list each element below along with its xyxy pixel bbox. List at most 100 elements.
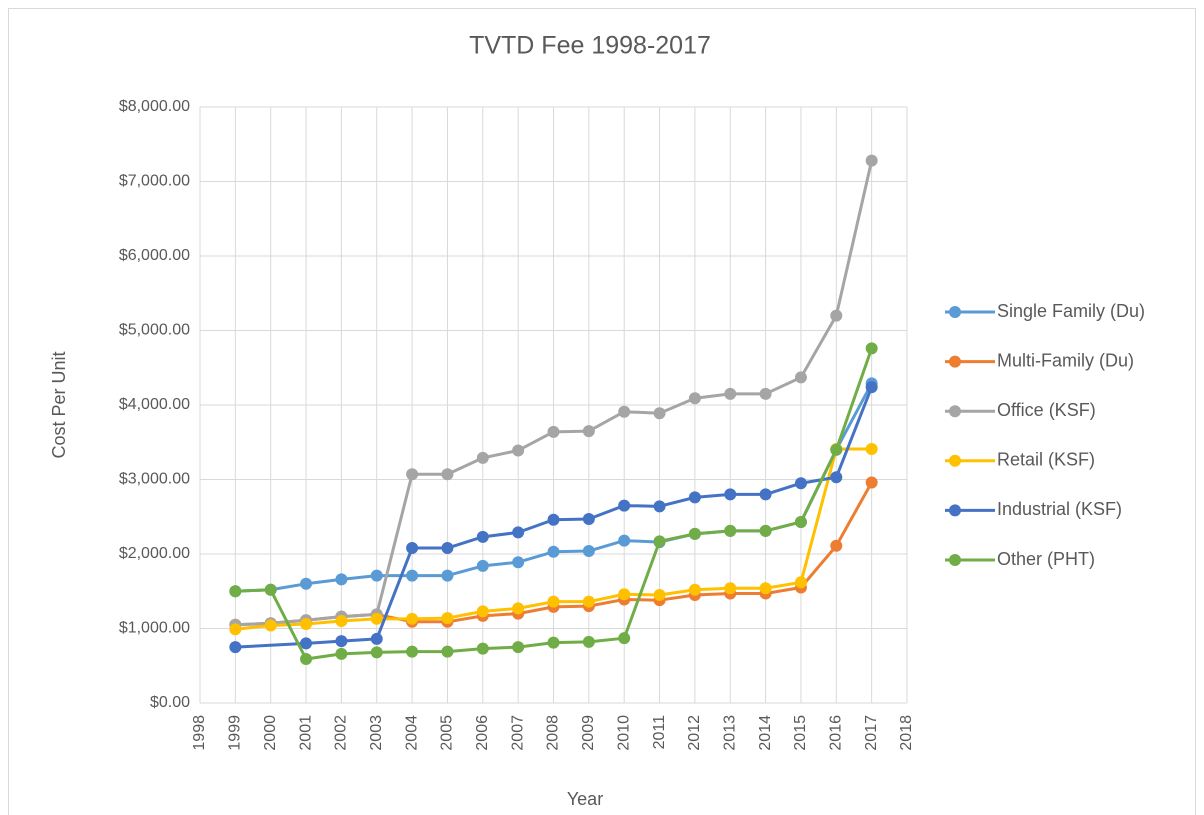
legend-marker — [949, 405, 961, 418]
data-point — [759, 524, 772, 537]
legend-marker — [949, 355, 961, 368]
chart-title: TVTD Fee 1998-2017 — [469, 32, 711, 60]
data-point — [724, 387, 737, 400]
data-point — [264, 619, 277, 632]
x-tick-label: 2011 — [651, 715, 668, 750]
data-point — [688, 392, 701, 405]
data-point — [759, 387, 772, 400]
data-point — [865, 476, 878, 489]
data-point — [688, 527, 701, 540]
legend-marker — [949, 306, 961, 318]
data-point — [618, 534, 631, 547]
data-point — [512, 602, 525, 615]
x-tick-label: 2008 — [545, 715, 562, 751]
data-point — [512, 556, 525, 569]
data-point — [335, 647, 348, 660]
x-tick-label: 2007 — [509, 715, 526, 751]
data-point — [653, 588, 666, 601]
data-point — [370, 632, 383, 645]
data-point — [406, 542, 419, 555]
legend-marker — [949, 504, 961, 517]
data-point — [476, 642, 489, 655]
data-point — [865, 342, 878, 355]
data-point — [830, 471, 843, 484]
data-point — [547, 545, 560, 558]
legend-marker — [949, 454, 961, 467]
data-point — [300, 618, 313, 631]
x-tick-label: 2018 — [898, 715, 915, 751]
data-point — [441, 645, 454, 658]
x-tick-label: 1999 — [227, 715, 244, 751]
x-tick-label: 2010 — [615, 715, 632, 751]
data-point — [476, 451, 489, 464]
x-tick-label: 2002 — [333, 715, 350, 751]
data-point — [688, 583, 701, 596]
data-point — [582, 595, 595, 608]
data-point — [653, 500, 666, 513]
legend-label: Multi-Family (Du) — [997, 350, 1134, 370]
data-point — [794, 515, 807, 528]
legend-marker — [949, 554, 961, 566]
data-point — [830, 309, 843, 322]
x-tick-label: 2009 — [580, 715, 597, 751]
data-point — [759, 488, 772, 501]
data-point — [512, 444, 525, 457]
data-point — [794, 576, 807, 589]
y-tick-label: $1,000.00 — [119, 620, 190, 637]
x-tick-label: 2003 — [368, 715, 385, 751]
x-tick-label: 2012 — [686, 715, 703, 751]
chart-border — [8, 8, 1196, 815]
data-point — [512, 526, 525, 539]
data-point — [724, 582, 737, 595]
data-point — [618, 499, 631, 512]
data-point — [547, 513, 560, 526]
legend-label: Single Family (Du) — [997, 301, 1145, 321]
legend-label: Industrial (KSF) — [997, 499, 1122, 519]
y-tick-label: $6,000.00 — [119, 247, 190, 264]
data-point — [370, 612, 383, 625]
data-point — [406, 612, 419, 625]
data-point — [335, 573, 348, 586]
legend-label: Retail (KSF) — [997, 450, 1095, 470]
data-point — [229, 641, 242, 654]
data-point — [370, 569, 383, 582]
y-tick-label: $4,000.00 — [119, 396, 190, 413]
data-point — [865, 154, 878, 167]
data-point — [512, 641, 525, 654]
data-point — [865, 442, 878, 455]
data-point — [830, 443, 843, 456]
data-point — [582, 545, 595, 558]
data-point — [582, 425, 595, 438]
data-point — [441, 468, 454, 481]
x-tick-label: 2013 — [721, 715, 738, 751]
data-point — [300, 577, 313, 590]
x-tick-label: 2016 — [828, 715, 845, 751]
x-tick-label: 2000 — [262, 715, 279, 751]
data-point — [688, 491, 701, 504]
data-point — [582, 512, 595, 525]
y-axis-title: Cost Per Unit — [49, 351, 69, 458]
x-tick-label: 2001 — [297, 715, 314, 751]
data-point — [335, 635, 348, 648]
data-point — [724, 488, 737, 501]
x-tick-label: 2014 — [757, 715, 774, 751]
data-point — [794, 477, 807, 490]
data-point — [370, 646, 383, 659]
x-tick-label: 2017 — [863, 715, 880, 751]
x-tick-label: 2005 — [439, 715, 456, 751]
y-tick-label: $0.00 — [150, 694, 190, 711]
data-point — [335, 615, 348, 628]
x-axis-title: Year — [567, 789, 603, 809]
data-point — [264, 583, 277, 596]
data-point — [865, 381, 878, 394]
data-point — [406, 569, 419, 582]
data-point — [724, 524, 737, 537]
data-point — [547, 595, 560, 608]
data-point — [406, 468, 419, 481]
x-tick-label: 2015 — [792, 715, 809, 751]
data-point — [653, 407, 666, 420]
data-point — [441, 542, 454, 555]
data-point — [582, 635, 595, 648]
data-point — [300, 653, 313, 666]
